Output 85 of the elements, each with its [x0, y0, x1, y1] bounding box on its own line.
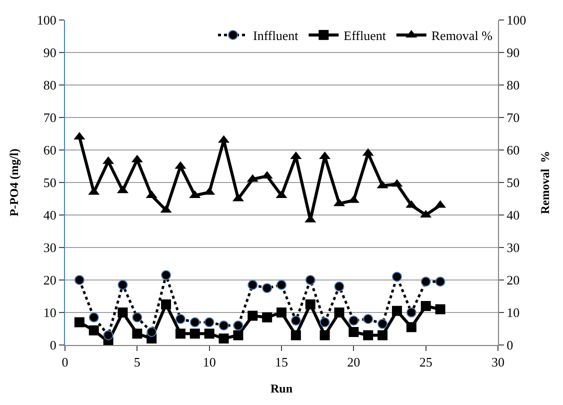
y-tick-label: 100: [36, 12, 56, 28]
x-tick-label: 20: [347, 354, 360, 370]
point: [320, 317, 330, 328]
y-tick-label: 40: [43, 208, 56, 223]
point: [161, 299, 172, 310]
point: [175, 314, 186, 324]
point: [406, 308, 416, 318]
x-tick-label: 5: [134, 354, 140, 370]
y2-axis-title: Removal %: [538, 150, 552, 214]
point: [74, 275, 84, 285]
x-tick-label: 10: [202, 354, 216, 370]
point: [334, 308, 344, 318]
point: [248, 280, 258, 290]
point: [218, 334, 229, 344]
x-tick-label: 15: [275, 354, 288, 370]
point: [406, 322, 416, 332]
point: [378, 330, 388, 340]
point: [190, 328, 200, 339]
point: [305, 275, 316, 285]
x-tick-label: 25: [419, 354, 432, 370]
point: [290, 316, 301, 326]
y-tick-label: 20: [43, 272, 56, 288]
point: [276, 308, 286, 318]
legend-label: Removal %: [431, 28, 493, 44]
y2-tick-label: 10: [506, 305, 520, 320]
legend-label: Inffluent: [253, 28, 299, 44]
y-tick-label: 70: [43, 110, 56, 126]
point: [146, 327, 157, 337]
point: [132, 328, 142, 339]
point: [334, 282, 344, 292]
point: [363, 314, 374, 324]
point: [290, 330, 301, 340]
y-tick-label: 60: [43, 142, 56, 158]
point: [88, 325, 99, 336]
point: [262, 283, 272, 294]
y-tick-label: 90: [43, 45, 56, 60]
y2-tick-label: 50: [506, 175, 520, 190]
point: [435, 304, 446, 314]
y2-tick-label: 0: [506, 338, 514, 353]
y-tick-label: 50: [43, 175, 56, 190]
point: [420, 276, 431, 287]
y-tick-label: 10: [43, 305, 56, 320]
point: [435, 276, 446, 287]
point: [392, 272, 402, 282]
point: [276, 280, 286, 290]
point: [233, 330, 244, 340]
y2-tick-label: 60: [506, 142, 520, 158]
point: [132, 312, 142, 322]
point: [161, 270, 172, 280]
point: [348, 316, 359, 326]
point: [233, 320, 244, 330]
point: [118, 280, 128, 290]
point: [420, 301, 431, 311]
y2-tick-label: 70: [506, 110, 520, 126]
point: [392, 306, 402, 316]
point: [248, 310, 258, 321]
x-tick-label: 0: [62, 354, 68, 370]
point: [175, 328, 186, 339]
legend-label: Effluent: [344, 28, 386, 44]
point: [305, 299, 316, 310]
y-tick-label: 0: [50, 338, 56, 353]
y2-tick-label: 90: [506, 45, 520, 60]
y2-tick-label: 40: [506, 208, 520, 223]
point: [363, 330, 374, 340]
y2-tick-label: 100: [506, 12, 526, 28]
y-axis-title: P-PO4 (mg/l): [7, 148, 22, 216]
y2-tick-label: 80: [506, 78, 520, 93]
point: [190, 317, 200, 328]
point: [118, 308, 128, 318]
x-axis-title: Run: [270, 382, 293, 396]
y-tick-label: 80: [43, 78, 56, 93]
y2-tick-label: 30: [506, 240, 520, 256]
point: [103, 330, 114, 340]
point: [262, 312, 272, 322]
y-tick-label: 30: [43, 240, 56, 256]
y2-tick-label: 20: [506, 272, 520, 288]
point: [348, 327, 359, 337]
point: [74, 317, 84, 328]
point: [88, 312, 99, 322]
point: [204, 317, 214, 328]
point: [204, 328, 214, 339]
x-tick-label: 30: [492, 354, 504, 370]
point: [378, 318, 388, 329]
point: [320, 330, 330, 340]
point: [218, 320, 229, 330]
